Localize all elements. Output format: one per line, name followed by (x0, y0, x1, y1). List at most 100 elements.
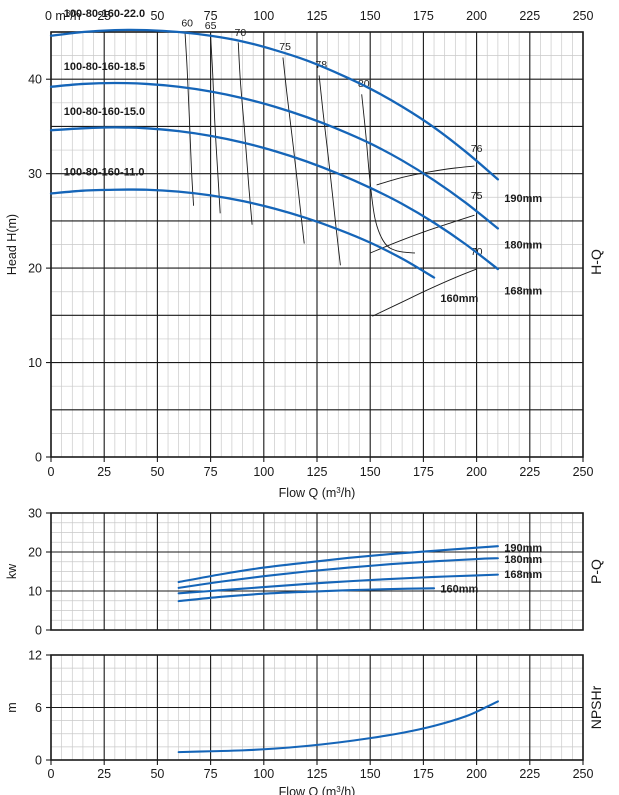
hq-impeller-labels: 190mm 180mm 168mm 160mm (440, 193, 542, 305)
npshr-y-axis: 0 6 12 m (5, 649, 51, 768)
efficiency-iso-line (237, 42, 253, 225)
x-axis-tick-label: 25 (97, 767, 111, 781)
power-curve-180mm (177, 557, 499, 589)
y-axis-tick-label: 20 (28, 262, 42, 276)
x-axis-tick-label: 225 (519, 465, 540, 479)
efficiency-label: 60 (181, 17, 193, 29)
x-axis-tick-label: 175 (413, 465, 434, 479)
impeller-label: 168mm (504, 286, 542, 298)
x-axis-tick-label: 250 (573, 465, 594, 479)
x-axis-tick-label: 225 (519, 767, 540, 781)
head-curve-190mm (49, 28, 500, 181)
y-axis-tick-label: 20 (28, 546, 42, 560)
top-axis-tick-label: 225 (519, 9, 540, 23)
model-label: 100-80-160-15.0 (64, 106, 145, 118)
npshr-curve (177, 700, 499, 754)
hq-x-axis-title: Flow Q (m3/h) (279, 486, 356, 501)
pq-panel-title: P-Q (588, 559, 604, 584)
impeller-label: 180mm (504, 554, 542, 566)
efficiency-iso-line (370, 214, 475, 254)
top-axis-tick-label: 100 (253, 9, 274, 23)
x-axis-tick-label: 50 (150, 465, 164, 479)
head-curve-168mm (49, 126, 500, 271)
pq-curves (177, 545, 499, 603)
x-axis-tick-label: 75 (204, 465, 218, 479)
efficiency-label: 76 (471, 143, 483, 155)
impeller-label: 160mm (440, 584, 478, 596)
impeller-label: 168mm (504, 569, 542, 581)
y-axis-tick-label: 10 (28, 356, 42, 370)
npshr-bottom-axis: 0 25 50 75 100 125 150 175 200 225 250 Flow Q (m3/h… (48, 760, 594, 795)
x-axis-tick-label: 150 (360, 767, 381, 781)
top-axis-tick-label: 50 (150, 9, 164, 23)
hq-top-axis: 0 m3/h 25 50 75 100 125 150 175 200 225 250 (45, 9, 593, 24)
impeller-label: 190mm (504, 542, 542, 554)
efficiency-iso-line (372, 268, 477, 317)
top-axis-tick-label: 250 (573, 9, 594, 23)
efficiency-label: 70 (235, 27, 247, 39)
efficiency-iso-line (282, 57, 305, 244)
x-axis-tick-label: 125 (307, 767, 328, 781)
model-labels: 100-80-160-22.0 100-80-160-18.5 100-80-160… (64, 8, 145, 179)
top-axis-tick-label: 75 (204, 9, 218, 23)
x-axis-tick-label: 200 (466, 767, 487, 781)
efficiency-iso-line (210, 35, 221, 214)
npshr-panel-title: NPSHr (588, 685, 604, 729)
plot-frame (50, 512, 584, 631)
y-axis-tick-label: 40 (28, 73, 42, 87)
top-axis-tick-label: 0 m3/h (45, 9, 81, 24)
efficiency-label: 78 (315, 59, 327, 71)
hq-y-axis: 0 10 20 30 40 Head H(m) (5, 73, 51, 465)
top-axis-tick-label: 25 (97, 9, 111, 23)
x-axis-tick-label: 25 (97, 465, 111, 479)
impeller-label: 190mm (504, 193, 542, 205)
model-label: 100-80-160-18.5 (64, 61, 145, 73)
y-axis-tick-label: 30 (28, 167, 42, 181)
y-axis-tick-label: 0 (35, 624, 42, 638)
x-axis-tick-label: 150 (360, 465, 381, 479)
hq-panel-title: H-Q (588, 249, 604, 275)
x-axis-tick-label: 175 (413, 767, 434, 781)
y-axis-tick-label: 12 (28, 649, 42, 663)
y-axis-tick-label: 0 (35, 754, 42, 768)
npshr-curves (177, 700, 499, 754)
y-axis-tick-label: 10 (28, 585, 42, 599)
y-axis-tick-label: 0 (35, 451, 42, 465)
x-axis-tick-label: 100 (253, 767, 274, 781)
npshr-panel: 0 6 12 m 0 25 50 75 100 125 150 175 200 225 250 Flow Q … (5, 649, 604, 795)
top-axis-tick-label: 200 (466, 9, 487, 23)
npshr-y-axis-title: m (5, 702, 19, 712)
efficiency-label: 75 (471, 190, 483, 202)
y-axis-tick-label: 6 (35, 701, 42, 715)
x-axis-tick-label: 100 (253, 465, 274, 479)
impeller-label: 180mm (504, 239, 542, 251)
efficiency-iso-line (361, 94, 415, 254)
x-axis-tick-label: 125 (307, 465, 328, 479)
top-axis-tick-label: 125 (307, 9, 328, 23)
power-curve-190mm (177, 545, 499, 584)
head-curve-180mm (49, 81, 500, 230)
pq-y-axis: 0 10 20 30 kw (5, 507, 51, 638)
npshr-x-axis-title: Flow Q (m3/h) (279, 785, 356, 795)
power-curve-160mm (177, 587, 436, 603)
efficiency-label: 75 (279, 41, 291, 53)
hq-panel: 0 m3/h 25 50 75 100 125 150 175 200 225 2500102030… (5, 8, 604, 500)
pq-y-axis-title: kw (5, 563, 19, 579)
head-curve-160mm (49, 188, 436, 279)
x-axis-tick-label: 250 (573, 767, 594, 781)
top-axis-tick-label: 175 (413, 9, 434, 23)
y-axis-tick-label: 30 (28, 507, 42, 521)
x-axis-tick-label: 75 (204, 767, 218, 781)
hq-y-axis-title: Head H(m) (5, 214, 19, 275)
top-axis-tick-label: 150 (360, 9, 381, 23)
model-label: 100-80-160-11.0 (64, 167, 145, 179)
hq-bottom-axis: 0 25 50 75 100 125 150 175 200 225 250 Flow Q (m3/h… (48, 457, 594, 501)
x-axis-tick-label: 0 (48, 465, 55, 479)
efficiency-label: 65 (205, 20, 217, 32)
efficiency-label: 80 (358, 78, 370, 90)
